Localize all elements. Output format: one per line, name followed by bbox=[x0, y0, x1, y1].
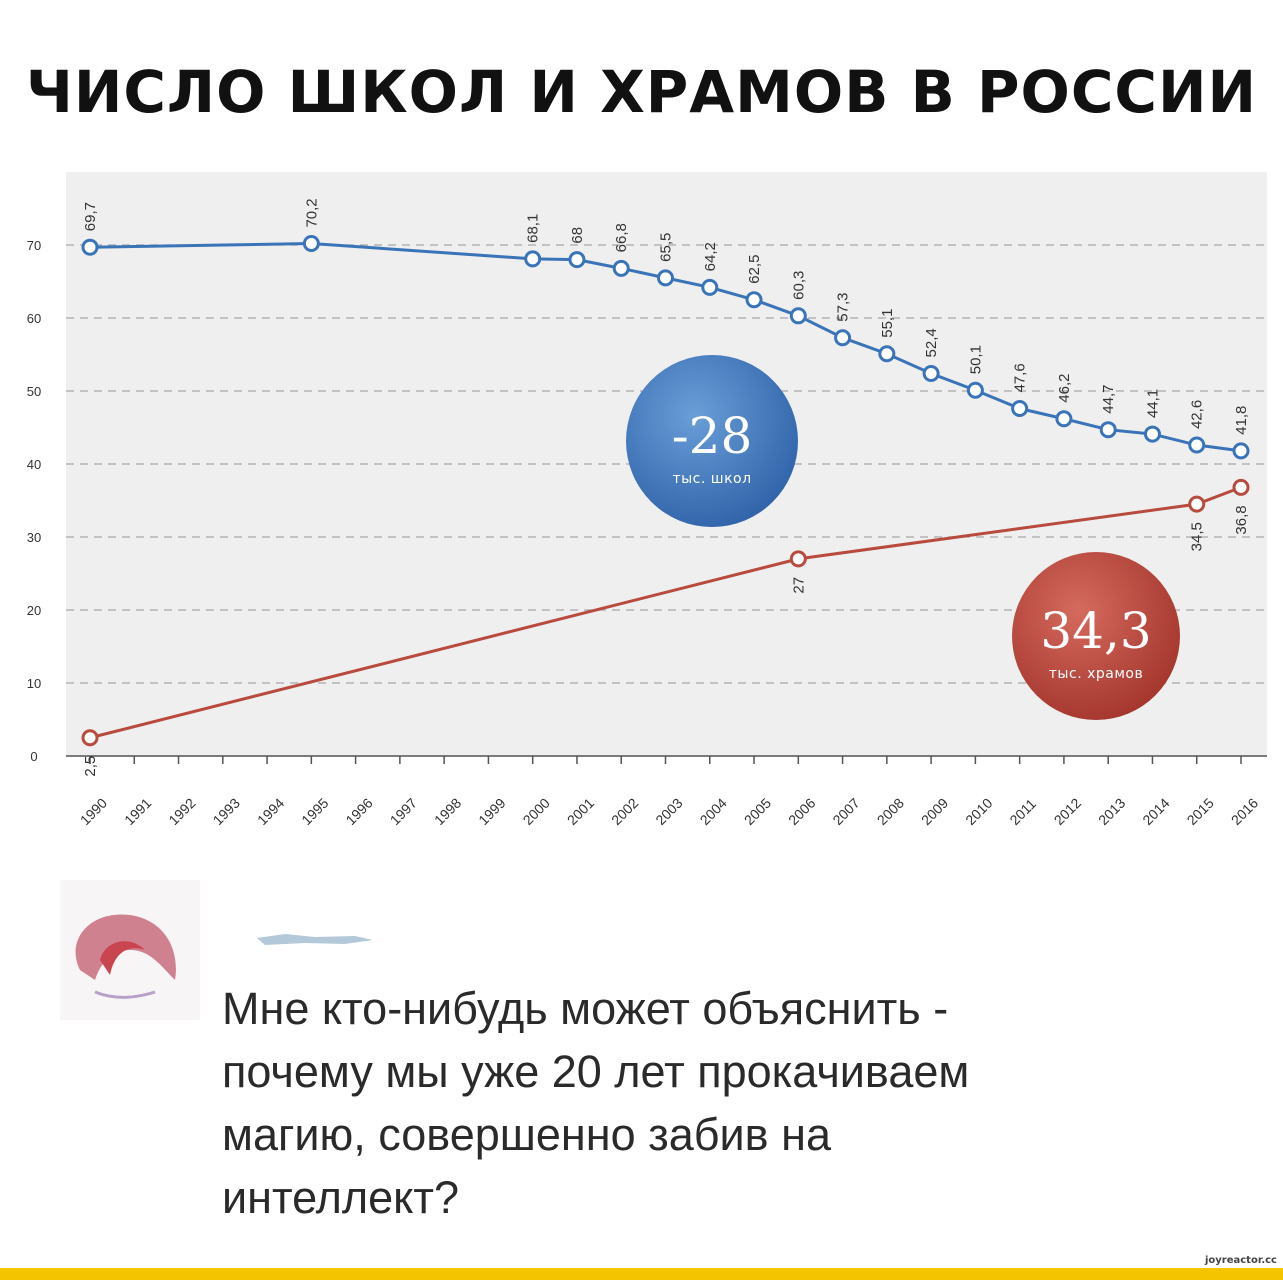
x-tick-label: 2004 bbox=[697, 795, 730, 828]
x-tick-label: 2014 bbox=[1139, 795, 1172, 828]
data-label: 60,3 bbox=[790, 271, 807, 300]
data-point bbox=[1232, 442, 1250, 460]
data-point bbox=[1143, 425, 1161, 443]
x-tick-label: 2015 bbox=[1184, 795, 1217, 828]
data-label: 55,1 bbox=[879, 309, 896, 338]
data-label: 50,1 bbox=[967, 345, 984, 374]
data-point bbox=[834, 329, 852, 347]
data-label: 44,7 bbox=[1100, 384, 1117, 413]
data-label: 47,6 bbox=[1012, 363, 1029, 392]
y-tick-label: 50 bbox=[27, 384, 41, 399]
data-point bbox=[1188, 495, 1206, 513]
x-tick-label: 1990 bbox=[77, 795, 110, 828]
data-label: 41,8 bbox=[1233, 406, 1250, 435]
data-label: 70,2 bbox=[303, 198, 320, 227]
data-label: 69,7 bbox=[82, 202, 99, 231]
data-point bbox=[1188, 436, 1206, 454]
data-label: 34,5 bbox=[1189, 522, 1206, 551]
y-tick-label: 30 bbox=[27, 530, 41, 545]
x-tick-label: 1996 bbox=[342, 795, 375, 828]
x-tick-label: 2009 bbox=[918, 795, 951, 828]
x-tick-label: 1997 bbox=[387, 795, 420, 828]
data-label: 27 bbox=[790, 577, 807, 594]
data-point bbox=[81, 729, 99, 747]
x-tick-label: 1995 bbox=[298, 795, 331, 828]
y-tick-label: 20 bbox=[27, 603, 41, 618]
watermark: joyreactor.cc bbox=[1204, 1255, 1277, 1266]
data-label: 68,1 bbox=[525, 214, 542, 243]
data-label: 42,6 bbox=[1189, 400, 1206, 429]
x-tick-label: 1999 bbox=[475, 795, 508, 828]
data-point bbox=[524, 250, 542, 268]
avatar bbox=[60, 880, 200, 1020]
x-tick-label: 2001 bbox=[564, 795, 597, 828]
data-point bbox=[966, 381, 984, 399]
footer-bar bbox=[0, 1268, 1283, 1280]
x-tick-label: 2000 bbox=[519, 795, 552, 828]
annotation-bubble bbox=[626, 355, 798, 527]
data-label: 52,4 bbox=[923, 328, 940, 357]
x-tick-label: 2016 bbox=[1228, 795, 1261, 828]
data-point bbox=[1232, 478, 1250, 496]
x-tick-label: 2011 bbox=[1006, 795, 1039, 828]
x-tick-label: 2007 bbox=[829, 795, 862, 828]
data-label: 2,5 bbox=[82, 756, 99, 777]
data-point bbox=[789, 307, 807, 325]
data-label: 65,5 bbox=[658, 233, 675, 262]
data-point bbox=[1055, 410, 1073, 428]
x-tick-label: 1991 bbox=[121, 795, 154, 828]
data-point bbox=[878, 345, 896, 363]
comment-text: Мне кто-нибудь может объяснить - почему … bbox=[222, 983, 970, 1223]
x-tick-label: 2002 bbox=[608, 795, 641, 828]
y-tick-label: 70 bbox=[27, 238, 41, 253]
data-point bbox=[789, 550, 807, 568]
data-point bbox=[302, 235, 320, 253]
data-label: 62,5 bbox=[746, 255, 763, 284]
x-tick-label: 2005 bbox=[741, 795, 774, 828]
x-tick-label: 1994 bbox=[254, 795, 287, 828]
x-tick-label: 2006 bbox=[785, 795, 818, 828]
y-tick-label: 10 bbox=[27, 676, 41, 691]
annotation-label: тыс. школ bbox=[672, 471, 751, 487]
y-tick-label: 0 bbox=[30, 749, 37, 764]
username-redacted bbox=[257, 934, 373, 945]
annotation-value: -28 bbox=[672, 407, 753, 465]
x-tick-label: 1998 bbox=[431, 795, 464, 828]
line-chart: 0 10 20 30 40 50 60 70 1990 1991 1992 1993 1994 1995 1… bbox=[27, 172, 1267, 828]
data-point bbox=[657, 269, 674, 287]
data-label: 66,8 bbox=[613, 223, 630, 252]
x-tick-label: 2010 bbox=[962, 795, 995, 828]
data-point bbox=[1099, 421, 1117, 439]
data-point bbox=[568, 251, 586, 269]
data-label: 57,3 bbox=[835, 293, 852, 322]
x-tick-label: 2003 bbox=[652, 795, 685, 828]
data-point bbox=[1011, 400, 1029, 418]
data-label: 36,8 bbox=[1233, 505, 1250, 534]
annotation-bubble bbox=[1012, 552, 1180, 720]
data-label: 44,1 bbox=[1144, 389, 1161, 418]
data-point bbox=[922, 364, 940, 382]
x-tick-label: 2013 bbox=[1095, 795, 1128, 828]
comment-block: Мне кто-нибудь может объяснить - почему … bbox=[0, 880, 1283, 1270]
annotation-label: тыс. храмов bbox=[1049, 666, 1143, 682]
annotation-value: 34,3 bbox=[1040, 602, 1151, 660]
data-label: 68 bbox=[569, 227, 586, 244]
data-point bbox=[81, 238, 99, 256]
data-point bbox=[612, 259, 630, 277]
x-tick-label: 2012 bbox=[1051, 795, 1084, 828]
chart-title: ЧИСЛО ШКОЛ И ХРАМОВ В РОССИИ bbox=[25, 58, 1258, 126]
x-tick-label: 1992 bbox=[165, 795, 198, 828]
y-tick-label: 40 bbox=[27, 457, 41, 472]
y-tick-label: 60 bbox=[27, 311, 41, 326]
x-tick-label: 1993 bbox=[210, 795, 243, 828]
series-line bbox=[89, 485, 1242, 740]
data-label: 46,2 bbox=[1056, 374, 1073, 403]
data-point bbox=[745, 291, 763, 309]
data-point bbox=[701, 278, 719, 296]
data-label: 64,2 bbox=[702, 242, 719, 271]
x-tick-label: 2008 bbox=[874, 795, 907, 828]
